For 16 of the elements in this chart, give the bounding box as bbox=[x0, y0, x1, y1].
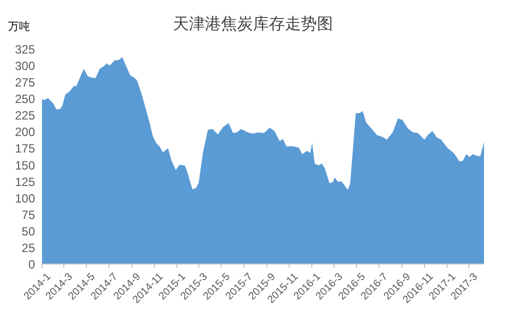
y-tick-label: 300 bbox=[14, 59, 36, 74]
y-tick-label: 100 bbox=[14, 191, 36, 206]
y-tick-label: 0 bbox=[28, 258, 36, 272]
y-tick-label: 250 bbox=[14, 92, 36, 106]
y-tick-label: 200 bbox=[14, 125, 36, 140]
y-tick-label: 275 bbox=[14, 76, 36, 90]
chart-title: 天津港焦炭库存走势图 bbox=[173, 15, 333, 33]
y-tick-label: 225 bbox=[14, 108, 36, 123]
y-tick-label: 125 bbox=[14, 174, 36, 189]
y-tick-label: 25 bbox=[22, 240, 36, 255]
y-axis-title: 万吨 bbox=[8, 20, 30, 33]
y-tick-label: 175 bbox=[14, 142, 36, 156]
y-tick-label: 150 bbox=[14, 158, 36, 172]
y-tick-label: 50 bbox=[22, 224, 36, 238]
y-tick-label: 325 bbox=[14, 42, 36, 56]
y-tick-label: 75 bbox=[22, 208, 36, 222]
